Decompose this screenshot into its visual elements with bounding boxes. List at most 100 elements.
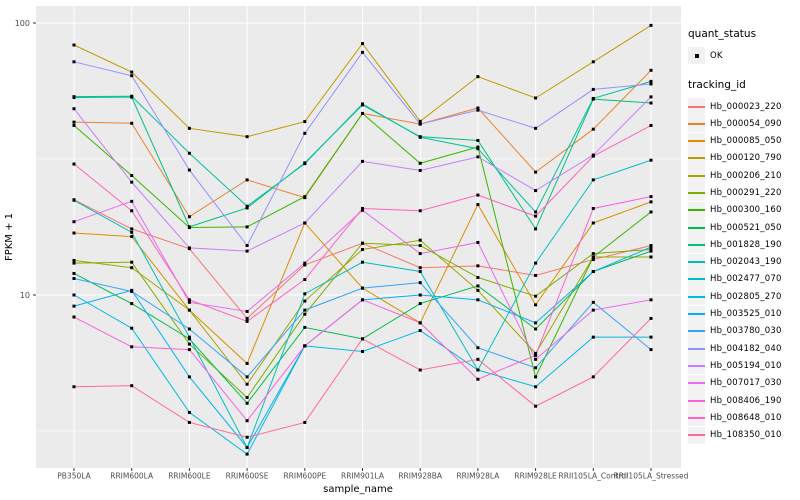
legend-key-swatch xyxy=(688,322,705,340)
legend-item-Hb_000023_220: Hb_000023_220 xyxy=(688,98,800,115)
data-point xyxy=(649,195,653,199)
data-point xyxy=(361,102,364,106)
data-point xyxy=(130,74,134,78)
data-point xyxy=(476,264,480,268)
data-point xyxy=(245,249,249,253)
legend-key-swatch xyxy=(688,219,705,237)
data-point xyxy=(72,385,76,389)
data-point xyxy=(245,452,249,456)
data-point xyxy=(130,260,134,264)
legend-item-Hb_008406_190: Hb_008406_190 xyxy=(688,392,800,410)
data-point xyxy=(303,325,307,329)
data-point xyxy=(303,312,307,316)
data-point xyxy=(245,395,249,399)
data-point xyxy=(649,245,653,249)
data-point xyxy=(72,107,76,111)
legend-line-icon xyxy=(688,330,705,333)
legend-line-icon xyxy=(688,261,705,264)
data-point xyxy=(130,384,134,388)
data-point xyxy=(72,60,76,64)
legend-line-icon xyxy=(688,243,705,246)
data-point xyxy=(418,119,422,123)
data-point xyxy=(187,300,191,304)
legend-item-label: Hb_000085_050 xyxy=(710,136,782,147)
data-point xyxy=(591,87,595,91)
data-point xyxy=(476,145,480,149)
data-point xyxy=(130,230,134,234)
data-point xyxy=(187,215,191,219)
legend-item-Hb_004182_040: Hb_004182_040 xyxy=(688,340,800,358)
data-point xyxy=(534,353,538,357)
data-point xyxy=(187,348,191,352)
data-point xyxy=(72,123,76,127)
legend-item-label: Hb_000054_090 xyxy=(710,118,782,129)
x-tick-label-RRIM928LE: RRIM928LE xyxy=(514,472,557,481)
data-point xyxy=(303,292,307,296)
data-point xyxy=(649,123,653,127)
data-point xyxy=(476,106,480,110)
legend-key-swatch xyxy=(688,270,705,288)
data-point xyxy=(303,195,307,199)
legend-key-swatch xyxy=(688,409,705,427)
data-point xyxy=(534,385,538,389)
point-marker-icon xyxy=(694,53,699,58)
legend-key-swatch xyxy=(688,98,705,115)
legend-title-tracking-id: tracking_id xyxy=(688,79,746,91)
data-point xyxy=(303,131,307,135)
data-point xyxy=(72,43,76,47)
data-point xyxy=(534,303,538,307)
data-point xyxy=(418,329,422,333)
data-point xyxy=(418,209,422,213)
x-tick-label-RRII105LA_Control: RRII105LA_Control xyxy=(559,472,629,481)
legend-key-swatch xyxy=(688,426,705,444)
data-point xyxy=(591,375,595,379)
data-point xyxy=(649,210,653,214)
data-point xyxy=(476,346,480,350)
data-point xyxy=(130,266,134,270)
data-point xyxy=(72,162,76,166)
legend-item-Hb_108350_010: Hb_108350_010 xyxy=(688,426,800,444)
legend-item-Hb_000206_210: Hb_000206_210 xyxy=(688,167,800,185)
legend-key-swatch xyxy=(688,149,705,167)
data-point xyxy=(591,335,595,339)
data-point xyxy=(649,244,653,248)
data-point xyxy=(245,382,249,386)
data-point xyxy=(72,220,76,224)
legend-line-icon xyxy=(688,399,705,402)
data-point xyxy=(130,121,134,125)
data-point xyxy=(245,225,249,229)
x-tick-label-RRIM928BA: RRIM928BA xyxy=(398,472,443,481)
legend-key-swatch xyxy=(688,253,705,271)
legend-item-Hb_007017_030: Hb_007017_030 xyxy=(688,374,800,392)
data-point xyxy=(476,377,480,381)
legend-item-label: Hb_000291_220 xyxy=(710,187,782,198)
data-point xyxy=(476,284,480,288)
data-point xyxy=(591,96,595,100)
data-point xyxy=(187,126,191,130)
legend: quant_status OK tracking_id Hb_000023_22… xyxy=(688,28,800,444)
legend-item-label: Hb_001828_190 xyxy=(710,239,782,250)
legend-item-label: Hb_005194_010 xyxy=(710,360,782,371)
x-tick-label-RRIM600LA: RRIM600LA xyxy=(110,472,154,481)
data-point xyxy=(187,308,191,312)
data-point xyxy=(649,95,653,99)
data-point xyxy=(649,158,653,162)
legend-item-label: Hb_008406_190 xyxy=(710,395,782,406)
data-point xyxy=(418,252,422,256)
data-point xyxy=(418,238,422,242)
data-point xyxy=(361,260,364,264)
legend-key-swatch xyxy=(688,236,705,254)
data-point xyxy=(130,199,134,203)
legend-item-Hb_002805_270: Hb_002805_270 xyxy=(688,288,800,306)
legend-line-icon xyxy=(688,313,705,316)
data-point xyxy=(72,304,76,308)
legend-line-icon xyxy=(688,364,705,367)
legend-item-label: Hb_000023_220 xyxy=(710,101,782,112)
data-point xyxy=(303,221,307,225)
data-point xyxy=(130,302,134,306)
data-point xyxy=(476,193,480,197)
data-point xyxy=(72,271,76,275)
data-point xyxy=(361,349,364,353)
data-point xyxy=(591,154,595,158)
x-tick-label-RRIM901LA: RRIM901LA xyxy=(341,472,385,481)
